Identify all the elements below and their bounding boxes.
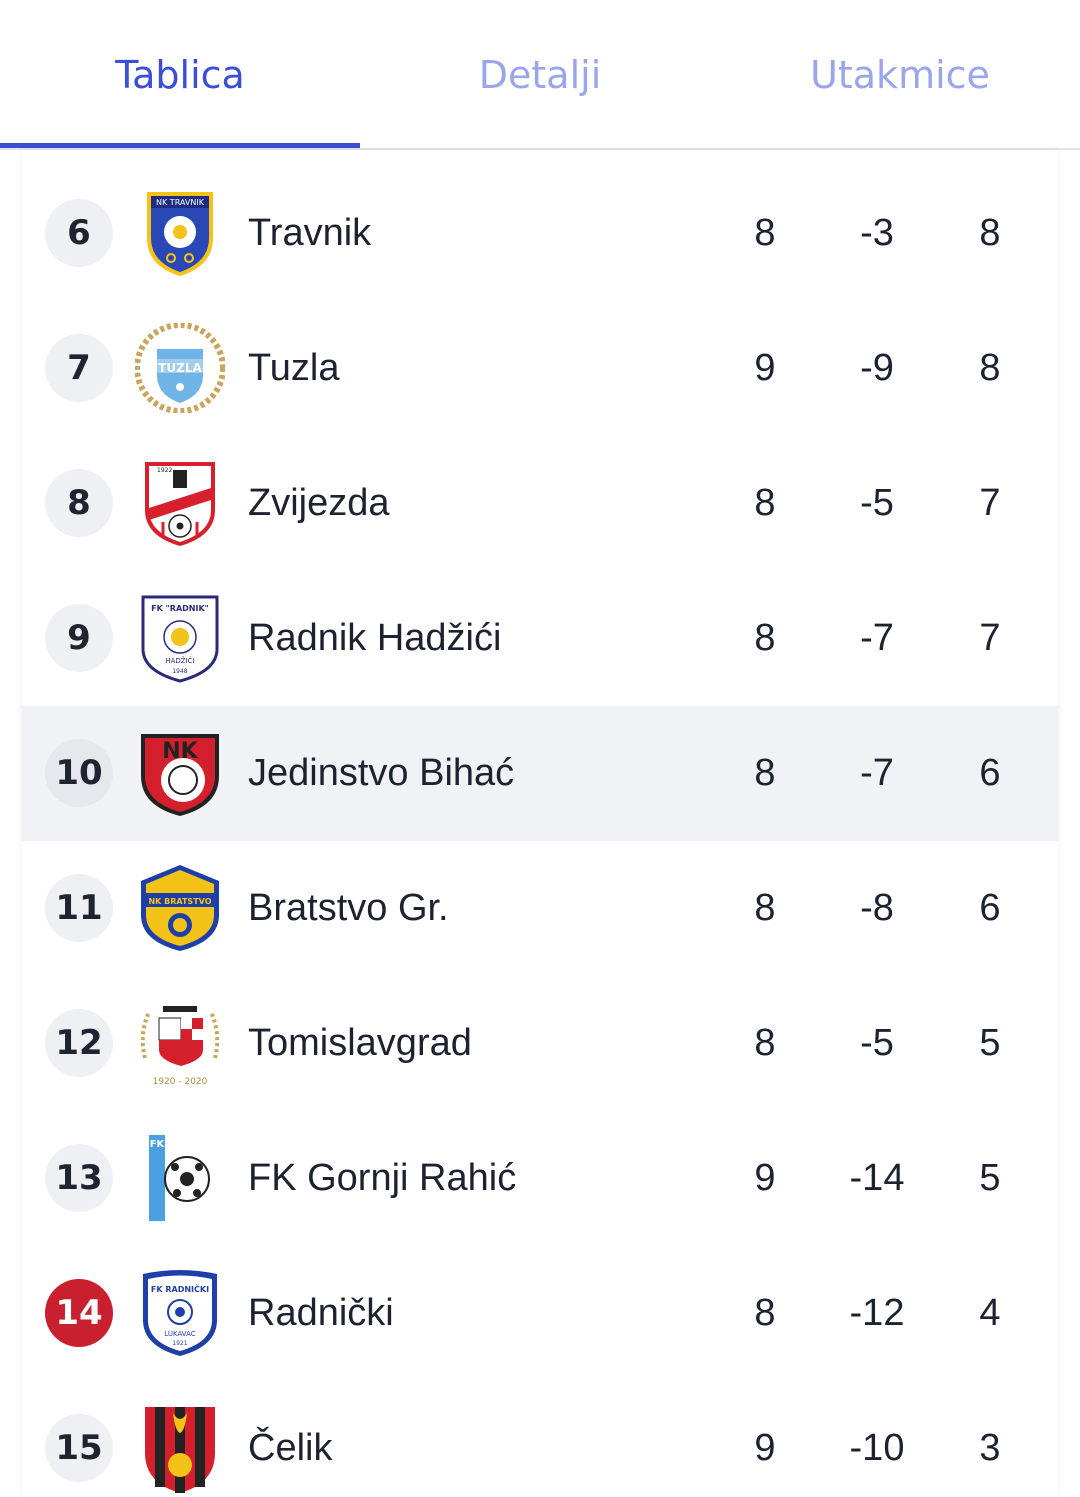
played-value: 8	[754, 1292, 776, 1334]
goal-diff-value: -12	[849, 1292, 905, 1334]
position-badge: 13	[45, 1144, 113, 1212]
played-value: 8	[754, 482, 776, 524]
team-name[interactable]: Zvijezda	[248, 482, 390, 524]
goal-diff-value: -3	[860, 212, 894, 254]
played-value: 8	[754, 752, 776, 794]
nk-bratstvo-crest-icon: NK BRATSTVO	[141, 865, 219, 951]
points-value: 3	[979, 1427, 1001, 1469]
svg-text:FK "RADNIK": FK "RADNIK"	[151, 604, 209, 613]
played-value: 9	[754, 1157, 776, 1199]
svg-text:FK RADNIČKI: FK RADNIČKI	[151, 1283, 209, 1294]
points-value: 7	[979, 482, 1001, 524]
played-value: 8	[754, 1022, 776, 1064]
svg-text:1948: 1948	[172, 668, 187, 675]
points-value: 8	[979, 347, 1001, 389]
nk-celik-crest-icon	[145, 1407, 215, 1493]
points-value: 6	[979, 887, 1001, 929]
standings-table: 6 NK TRAVNIK Travnik 8 -3 8 7 TUZLA Tuzl…	[22, 150, 1058, 1497]
fk-rahic-crest-icon: FK	[149, 1135, 210, 1221]
goal-diff-value: -14	[849, 1157, 905, 1199]
svg-text:NK: NK	[162, 739, 198, 764]
played-value: 8	[754, 617, 776, 659]
nk-jedinstvo-crest-icon: NK	[141, 734, 219, 816]
tab-utakmice[interactable]: Utakmice	[810, 53, 990, 97]
fk-radnicki-crest-icon: FK RADNIČKI LUKAVAC 1921	[143, 1270, 217, 1356]
points-value: 5	[979, 1157, 1001, 1199]
position-badge: 7	[45, 334, 113, 402]
table-row[interactable]: 11 NK BRATSTVO Bratstvo Gr. 8 -8 6	[22, 841, 1058, 976]
points-value: 5	[979, 1022, 1001, 1064]
table-row[interactable]: 15 Čelik 9 -10 3	[22, 1381, 1058, 1497]
position-badge: 10	[45, 739, 113, 807]
svg-text:FK: FK	[150, 1139, 166, 1150]
position-badge: 8	[45, 469, 113, 537]
svg-text:TUZLA: TUZLA	[158, 361, 202, 375]
team-name[interactable]: Radnik Hadžići	[248, 617, 502, 659]
position-badge: 11	[45, 874, 113, 942]
table-row[interactable]: 12 1920 - 2020 Tomislavgrad 8 -5 5	[22, 976, 1058, 1111]
goal-diff-value: -5	[860, 1022, 894, 1064]
tab-detalji[interactable]: Detalji	[478, 53, 602, 97]
team-name[interactable]: FK Gornji Rahić	[248, 1157, 517, 1199]
nk-zvijezda-crest-icon: 1922	[145, 462, 215, 546]
position-badge: 6	[45, 199, 113, 267]
tuzla-city-crest-icon: TUZLA	[135, 323, 225, 413]
table-row[interactable]: 13 FK FK Gornji Rahić 9 -14 5	[22, 1111, 1058, 1246]
table-row-highlighted[interactable]: 10 NK Jedinstvo Bihać 8 -7 6	[22, 706, 1058, 841]
svg-text:HADŽIĆI: HADŽIĆI	[165, 656, 194, 665]
table-row[interactable]: 6 NK TRAVNIK Travnik 8 -3 8	[22, 166, 1058, 301]
team-name[interactable]: Radnički	[248, 1292, 394, 1334]
tab-bar: Tablica Detalji Utakmice	[0, 0, 1080, 150]
played-value: 8	[754, 887, 776, 929]
team-name[interactable]: Bratstvo Gr.	[248, 887, 449, 929]
team-name[interactable]: Jedinstvo Bihać	[248, 752, 515, 794]
goal-diff-value: -9	[860, 347, 894, 389]
svg-text:1921: 1921	[172, 1340, 187, 1347]
position-badge: 15	[45, 1414, 113, 1482]
goal-diff-value: -7	[860, 617, 894, 659]
team-name[interactable]: Tomislavgrad	[248, 1022, 472, 1064]
position-badge: 9	[45, 604, 113, 672]
points-value: 7	[979, 617, 1001, 659]
position-badge: 12	[45, 1009, 113, 1077]
team-name[interactable]: Travnik	[248, 212, 372, 254]
played-value: 9	[754, 347, 776, 389]
goal-diff-value: -10	[849, 1427, 905, 1469]
svg-text:1920 - 2020: 1920 - 2020	[153, 1077, 208, 1087]
position-badge-relegation: 14	[45, 1279, 113, 1347]
table-row[interactable]: 14 FK RADNIČKI LUKAVAC 1921 Radnički 8 -…	[22, 1246, 1058, 1381]
table-row[interactable]: 7 TUZLA Tuzla 9 -9 8	[22, 301, 1058, 436]
played-value: 9	[754, 1427, 776, 1469]
table-row[interactable]: 8 1922 Zvijezda 8 -5 7	[22, 436, 1058, 571]
goal-diff-value: -8	[860, 887, 894, 929]
table-row[interactable]: 9 FK "RADNIK" HADŽIĆI 1948 Radnik Hadžić…	[22, 571, 1058, 706]
points-value: 8	[979, 212, 1001, 254]
svg-text:NK BRATSTVO: NK BRATSTVO	[148, 897, 211, 906]
goal-diff-value: -5	[860, 482, 894, 524]
svg-text:1922: 1922	[157, 467, 172, 474]
nk-travnik-crest-icon: NK TRAVNIK	[147, 192, 213, 276]
team-name[interactable]: Tuzla	[248, 347, 340, 389]
points-value: 4	[979, 1292, 1001, 1334]
played-value: 8	[754, 212, 776, 254]
active-tab-indicator	[0, 143, 360, 148]
team-name[interactable]: Čelik	[248, 1427, 333, 1469]
fk-radnik-crest-icon: FK "RADNIK" HADŽIĆI 1948	[141, 595, 219, 683]
points-value: 6	[979, 752, 1001, 794]
svg-text:LUKAVAC: LUKAVAC	[164, 1330, 195, 1338]
hnk-tomislav-crest-icon: 1920 - 2020	[140, 1006, 220, 1087]
svg-text:NK TRAVNIK: NK TRAVNIK	[156, 198, 205, 207]
goal-diff-value: -7	[860, 752, 894, 794]
tab-tablica[interactable]: Tablica	[115, 53, 245, 97]
